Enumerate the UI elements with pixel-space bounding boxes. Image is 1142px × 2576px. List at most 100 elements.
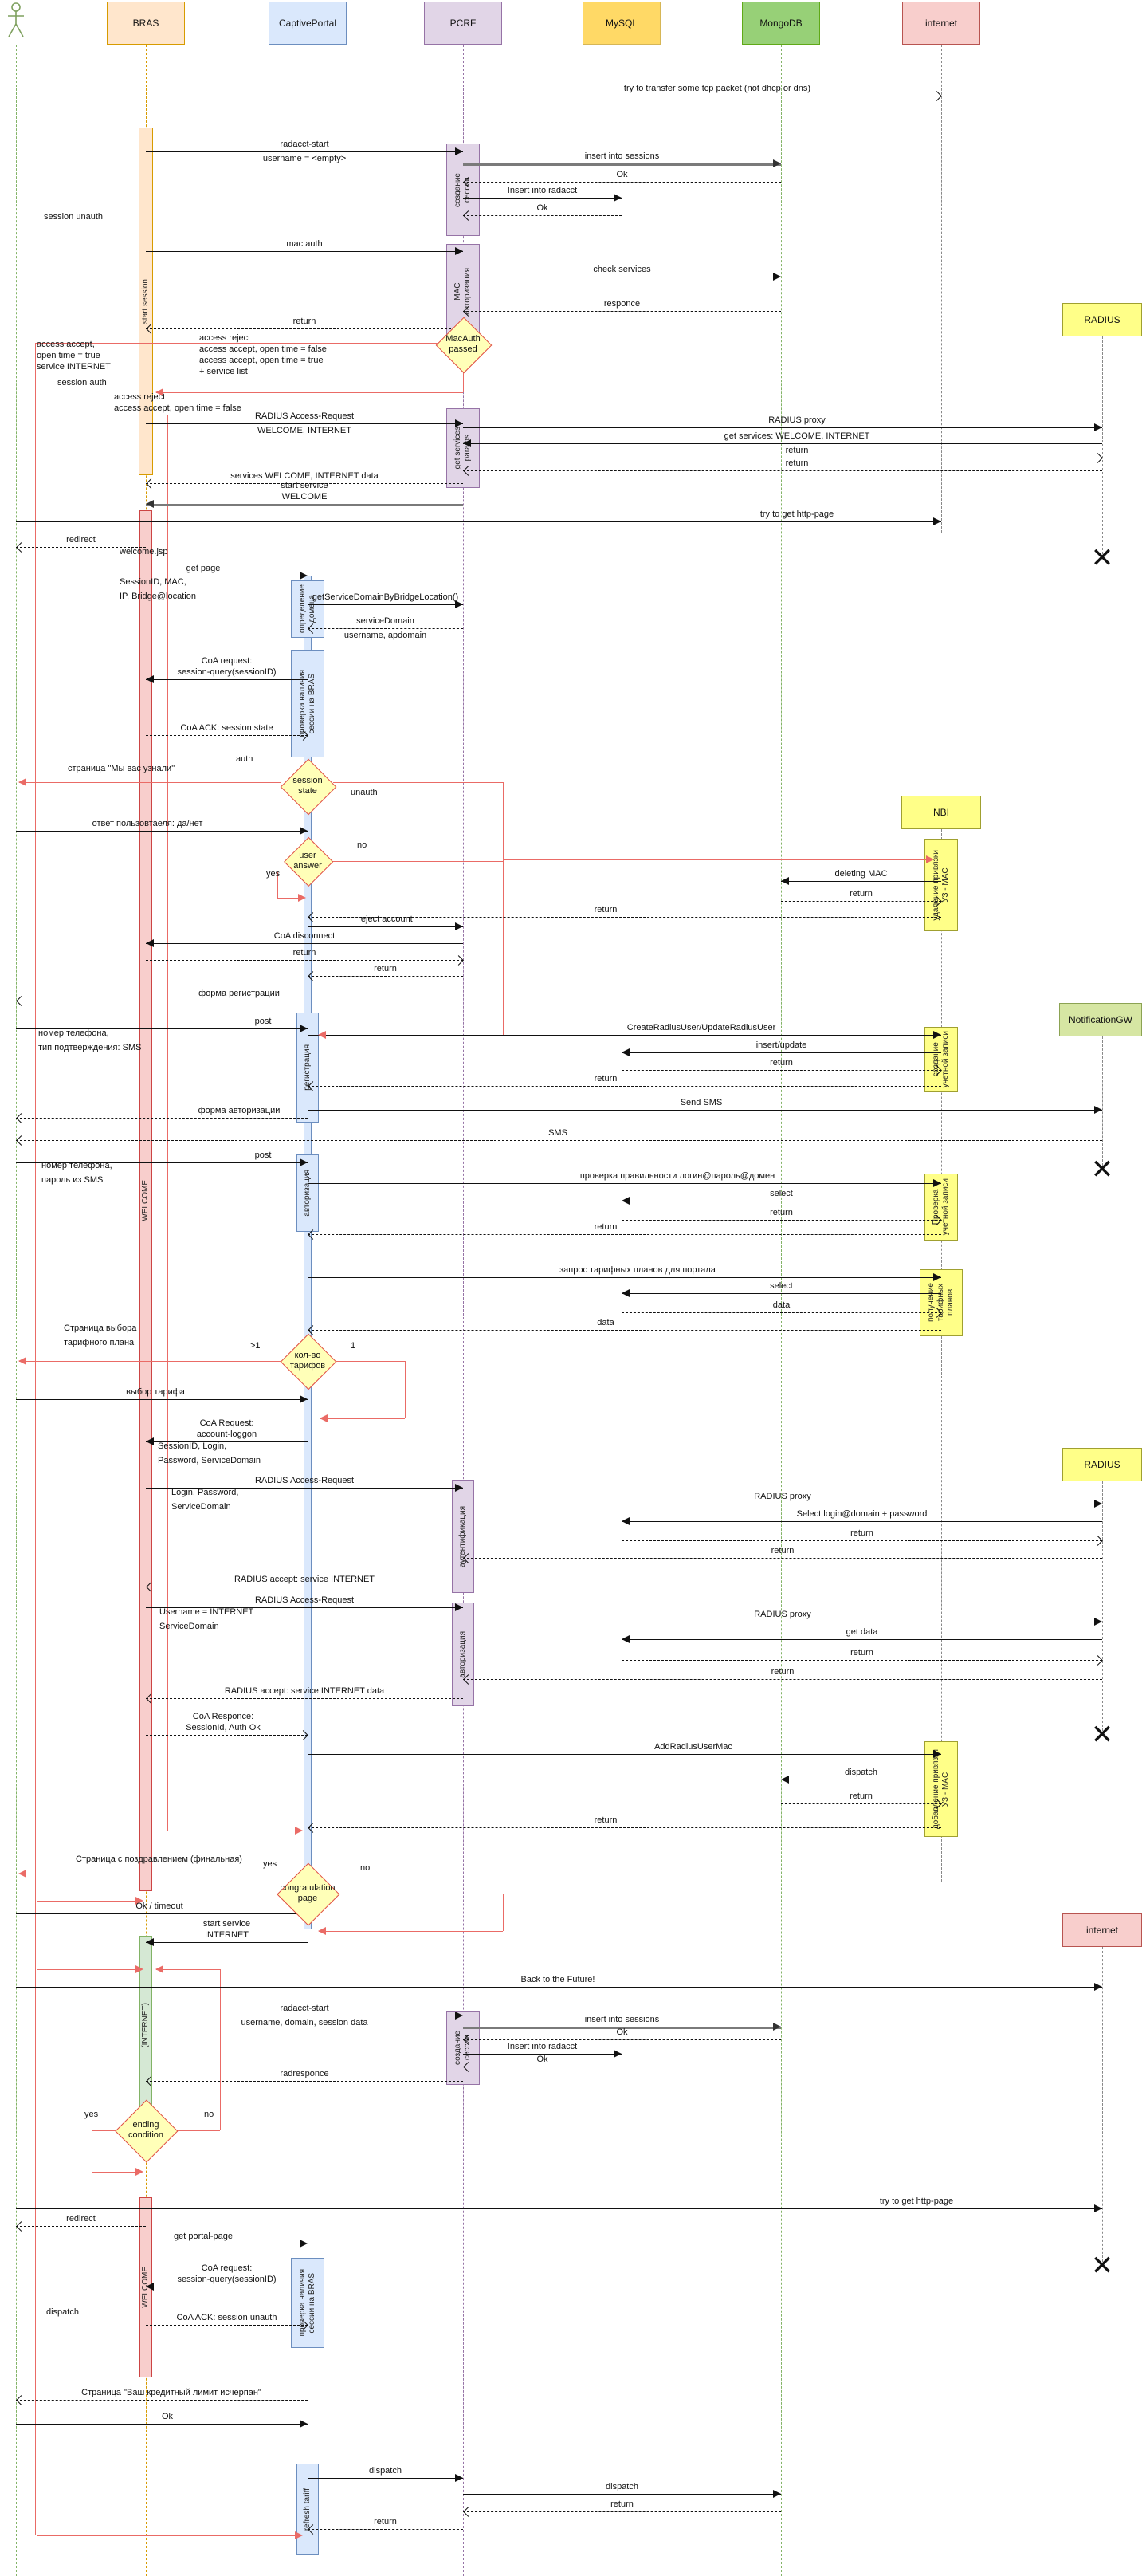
message-line	[308, 976, 463, 977]
solid-arrowhead	[781, 877, 789, 885]
message-line	[146, 251, 463, 252]
open-arrowhead	[16, 1135, 26, 1146]
message-label: radresponce	[280, 2069, 329, 2078]
annotation-text: номер телефона,	[38, 1028, 109, 1038]
solid-arrowhead	[622, 1048, 630, 1056]
message-line	[622, 1540, 1102, 1541]
solid-arrowhead	[1094, 423, 1102, 431]
message-line	[146, 1942, 308, 1943]
message-line	[146, 679, 308, 680]
red-flow-arrowhead	[320, 1414, 328, 1422]
activation-bar	[304, 576, 312, 1929]
message-line	[16, 1987, 1102, 1988]
solid-arrowhead	[933, 1031, 941, 1039]
solid-arrowhead	[455, 600, 463, 608]
message-label: Ok	[536, 2055, 548, 2064]
activation-bar: аутентификация	[452, 1480, 474, 1593]
lifeline	[1102, 1481, 1103, 1735]
red-flow-line	[37, 1969, 135, 1970]
red-flow-arrowhead	[155, 1965, 163, 1973]
participant-captiveportal: CaptivePortal	[269, 2, 347, 45]
solid-arrowhead	[614, 194, 622, 202]
open-arrowhead	[463, 2507, 473, 2517]
solid-arrowhead	[933, 1273, 941, 1281]
annotation-text: open time = true	[37, 351, 100, 360]
message-line	[16, 1118, 308, 1119]
message-line	[16, 2226, 146, 2227]
message-label: check services	[593, 265, 651, 274]
annotation-text: access reject	[114, 392, 166, 402]
open-arrowhead	[16, 2395, 26, 2405]
message-line	[146, 483, 463, 484]
message-line	[146, 1735, 308, 1736]
activation-label: получение тарифных планов	[927, 1283, 955, 1323]
message-sublabel: username, domain, session data	[241, 2018, 368, 2027]
red-flow-line	[335, 1361, 405, 1362]
solid-arrowhead	[1094, 1983, 1102, 1991]
message-line	[308, 1330, 941, 1331]
participant-pcrf: PCRF	[424, 2, 502, 45]
solid-arrowhead	[146, 939, 154, 947]
message-line	[463, 198, 622, 199]
message-line	[463, 2039, 781, 2040]
solid-arrowhead	[455, 419, 463, 427]
message-line	[308, 1277, 941, 1278]
message-line	[622, 1521, 1102, 1522]
annotation-text: unauth	[351, 788, 378, 797]
red-flow-arrowhead	[295, 1827, 303, 1835]
message-label: dispatch	[606, 2482, 638, 2491]
message-line	[622, 1070, 941, 1071]
annotation-text: Login, Password,	[171, 1488, 239, 1497]
red-flow-line	[503, 859, 926, 860]
solid-arrowhead	[300, 572, 308, 580]
participant-mysql: MySQL	[583, 2, 661, 45]
participant-notificationgw: NotificationGW	[1059, 1003, 1142, 1036]
participant-internet: internet	[902, 2, 980, 45]
activation-bar: (INTERNET)	[139, 1936, 152, 2114]
solid-arrowhead	[622, 1289, 630, 1297]
message-line	[308, 1234, 941, 1235]
annotation-text: 1	[351, 1341, 356, 1351]
message-label: start service	[281, 481, 328, 490]
message-line	[146, 328, 463, 329]
decision-label: кол-во тарифов	[289, 1351, 326, 1371]
message-line	[16, 831, 308, 832]
message-label: return	[785, 458, 809, 468]
message-line	[308, 2529, 463, 2530]
red-flow-line	[19, 1361, 281, 1362]
annotation-text: номер телефона,	[41, 1161, 112, 1170]
message-label: AddRadiusUserMac	[654, 1742, 732, 1752]
open-arrowhead	[453, 955, 464, 966]
activation-bar: получение тарифных планов	[920, 1269, 963, 1336]
open-arrowhead	[1093, 1536, 1103, 1546]
open-arrowhead	[1093, 1655, 1103, 1666]
participant-radius1: RADIUS	[1062, 303, 1142, 336]
message-line	[308, 604, 463, 605]
activation-label: авторизация	[458, 1630, 467, 1678]
activation-bar: добавление привязки УЗ - MAC	[924, 1741, 958, 1837]
message-line	[146, 1607, 463, 1608]
message-label: Ok	[161, 2412, 174, 2421]
message-line	[463, 215, 622, 216]
red-flow-line	[463, 372, 464, 392]
message-label: Back to the Future!	[520, 1975, 595, 1984]
red-flow-line	[319, 1931, 503, 1932]
message-sublabel: WELCOME	[281, 492, 328, 501]
message-line	[146, 735, 308, 736]
message-label: get services: WELCOME, INTERNET	[724, 431, 870, 441]
message-line	[146, 960, 463, 961]
annotation-text: access accept, open time = false	[199, 344, 327, 354]
annotation-text: auth	[236, 754, 253, 764]
red-flow-arrowhead	[318, 1031, 326, 1039]
message-label: start service	[202, 1919, 251, 1929]
annotation-text: no	[204, 2110, 214, 2119]
message-label: insert into sessions	[584, 2015, 660, 2024]
open-arrowhead	[16, 1113, 26, 1123]
red-flow-arrowhead	[155, 388, 163, 396]
red-flow-line	[320, 1418, 405, 1419]
message-label: CoA disconnect	[273, 931, 336, 941]
message-sublabel: session-query(sessionID)	[177, 2275, 277, 2284]
solid-arrowhead	[1094, 1618, 1102, 1626]
message-line	[463, 1558, 1102, 1559]
